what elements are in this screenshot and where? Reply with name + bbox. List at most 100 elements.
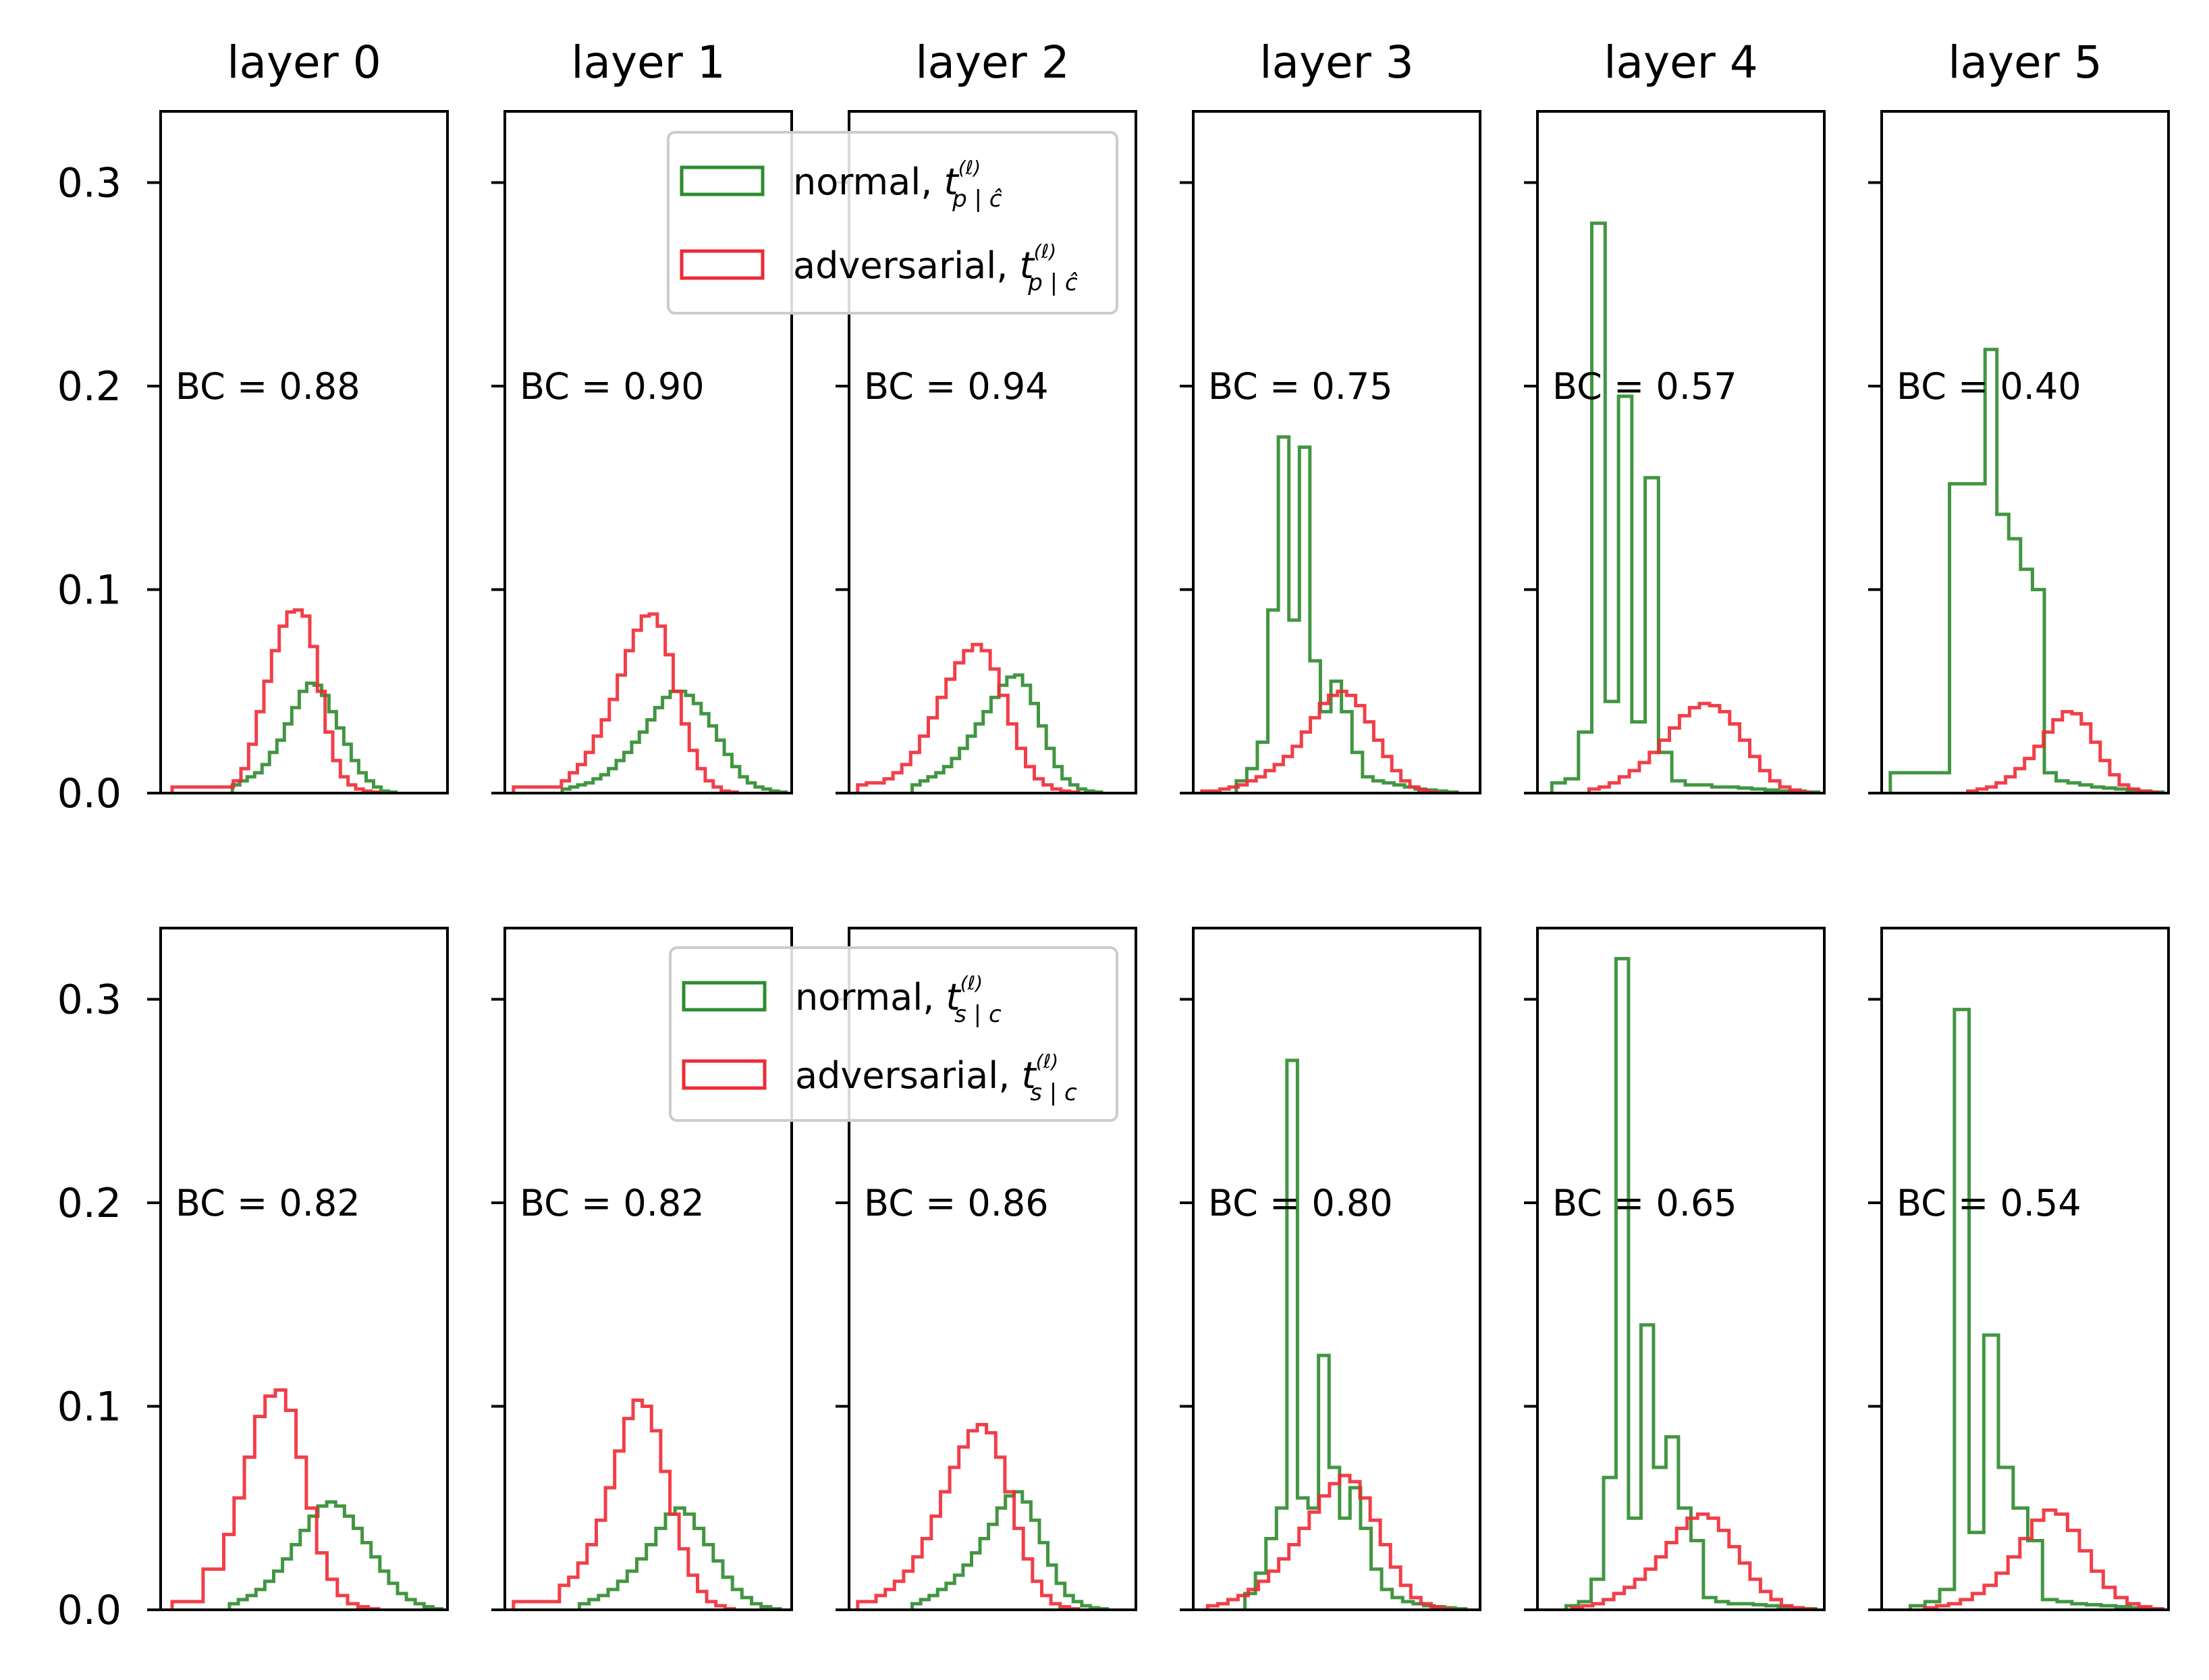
legend-symbol: t xyxy=(1022,1054,1037,1097)
bc-annotation: BC = 0.80 xyxy=(1208,1182,1393,1224)
histogram-panel: BC = 0.86 xyxy=(836,927,1137,1611)
legend-symbol: t xyxy=(946,976,962,1019)
legend-entry: adversarial, t(ℓ) s | c xyxy=(795,1050,1077,1106)
histogram-adversarial xyxy=(512,612,739,794)
histogram-adversarial xyxy=(1923,1508,2164,1610)
bc-annotation: BC = 0.90 xyxy=(520,365,705,408)
histogram-adversarial xyxy=(1205,1473,1453,1610)
legend-symbol: t xyxy=(944,161,960,203)
panel-frame xyxy=(503,110,793,794)
histogram-normal xyxy=(227,1500,443,1610)
legend-subscript: s | c xyxy=(954,1001,1002,1028)
histogram-panel: BC = 0.94 xyxy=(836,110,1137,794)
bc-annotation: BC = 0.88 xyxy=(175,365,360,408)
y-tick-label: 0.1 xyxy=(57,567,121,614)
panel-frame xyxy=(159,927,449,1611)
panels: BC = 0.88 BC = 0.90 BC = 0.94 BC = 0.75 BC =… xyxy=(147,110,2170,1611)
y-axis-tick-labels: 0.0 0.1 0.2 0.3 0.0 0.1 0.2 0.3 xyxy=(57,160,121,1634)
y-tick-label: 0.0 xyxy=(57,1587,121,1634)
panel-frame xyxy=(159,110,449,794)
y-tick-label: 0.0 xyxy=(57,770,121,817)
histogram-panel: BC = 0.82 xyxy=(147,927,449,1611)
bc-annotation: BC = 0.65 xyxy=(1552,1182,1737,1224)
histogram-panel: BC = 0.54 xyxy=(1868,927,2170,1611)
panel-frame xyxy=(1880,110,2170,794)
legend-frame xyxy=(667,131,1118,315)
column-title: layer 2 xyxy=(915,36,1070,88)
column-title: layer 4 xyxy=(1604,36,1758,88)
y-tick-label: 0.1 xyxy=(57,1384,121,1431)
legend-swatch xyxy=(680,249,765,280)
legend-label: adversarial, xyxy=(793,244,1020,287)
histogram-adversarial xyxy=(1587,701,1812,794)
legend-subscript: s | c xyxy=(1030,1079,1077,1106)
panel-frame xyxy=(1536,110,1826,794)
bc-annotation: BC = 0.40 xyxy=(1897,365,2081,408)
legend-swatch xyxy=(682,981,767,1012)
bc-annotation: BC = 0.94 xyxy=(864,365,1049,408)
column-title: layer 5 xyxy=(1948,36,2102,88)
legend-label: normal, xyxy=(793,161,944,203)
histogram-adversarial xyxy=(1966,709,2159,794)
histogram-adversarial xyxy=(170,608,381,794)
panel-frame xyxy=(1880,927,2170,1611)
y-tick-label: 0.2 xyxy=(57,1180,121,1227)
histogram-panel: BC = 0.65 xyxy=(1524,927,1826,1611)
histogram-adversarial xyxy=(1570,1512,1815,1610)
bc-annotation: BC = 0.86 xyxy=(864,1182,1049,1224)
panel-frame xyxy=(1192,927,1481,1611)
histogram-normal xyxy=(1550,221,1820,794)
histogram-panel: BC = 0.90 xyxy=(491,110,793,794)
bc-annotation: BC = 0.57 xyxy=(1552,365,1737,408)
histogram-adversarial xyxy=(170,1388,381,1610)
panel-frame xyxy=(1192,110,1481,794)
column-title: layer 0 xyxy=(227,36,381,88)
histogram-panel: BC = 0.75 xyxy=(1180,110,1481,794)
panel-frame xyxy=(503,927,793,1611)
legend-swatch xyxy=(680,165,765,196)
legend-entry: normal, t(ℓ) s | c xyxy=(795,972,1002,1028)
legend-entry: adversarial, t(ℓ) p | ĉ xyxy=(793,240,1078,296)
legend-superscript: (ℓ) xyxy=(1036,1050,1058,1073)
bc-annotation: BC = 0.75 xyxy=(1208,365,1393,408)
column-titles: layer 0 layer 1 layer 2 layer 3 layer 4 layer… xyxy=(227,36,2102,88)
legend-superscript: (ℓ) xyxy=(960,972,983,994)
histogram-normal xyxy=(910,673,1103,794)
histogram-normal xyxy=(560,689,788,794)
histogram-normal xyxy=(1909,1008,2162,1610)
column-title: layer 1 xyxy=(571,36,726,88)
histogram-panel: BC = 0.88 xyxy=(147,110,449,794)
column-title: layer 3 xyxy=(1259,36,1414,88)
legend-superscript: (ℓ) xyxy=(1034,240,1056,263)
y-tick-label: 0.2 xyxy=(57,363,121,410)
legend-frame xyxy=(669,946,1118,1122)
legend-subscript: p | ĉ xyxy=(1027,269,1078,296)
histogram-normal xyxy=(1564,956,1818,1610)
y-tick-label: 0.3 xyxy=(57,160,121,207)
legend-superscript: (ℓ) xyxy=(958,157,981,179)
histogram-panel: BC = 0.57 xyxy=(1524,110,1826,794)
histogram-panel: BC = 0.80 xyxy=(1180,927,1481,1611)
panel-frame xyxy=(848,110,1137,794)
histogram-adversarial xyxy=(512,1399,736,1610)
panel-frame xyxy=(1536,927,1826,1611)
legend-entry: normal, t(ℓ) p | ĉ xyxy=(793,157,1002,213)
legend-label: adversarial, xyxy=(795,1054,1022,1097)
bc-annotation: BC = 0.82 xyxy=(175,1182,360,1224)
histogram-adversarial xyxy=(1200,689,1439,794)
y-tick-label: 0.3 xyxy=(57,977,121,1024)
bc-annotation: BC = 0.82 xyxy=(520,1182,705,1224)
legend-label: normal, xyxy=(795,976,946,1019)
histogram-panel: BC = 0.40 xyxy=(1868,110,2170,794)
legend-swatch xyxy=(682,1059,767,1090)
bc-annotation: BC = 0.54 xyxy=(1897,1182,2081,1224)
legend-subscript: p | ĉ xyxy=(952,186,1002,213)
histogram-normal xyxy=(910,1490,1109,1610)
histogram-panel: BC = 0.82 xyxy=(491,927,793,1611)
panel-frame xyxy=(848,927,1137,1611)
histogram-normal xyxy=(230,681,398,794)
